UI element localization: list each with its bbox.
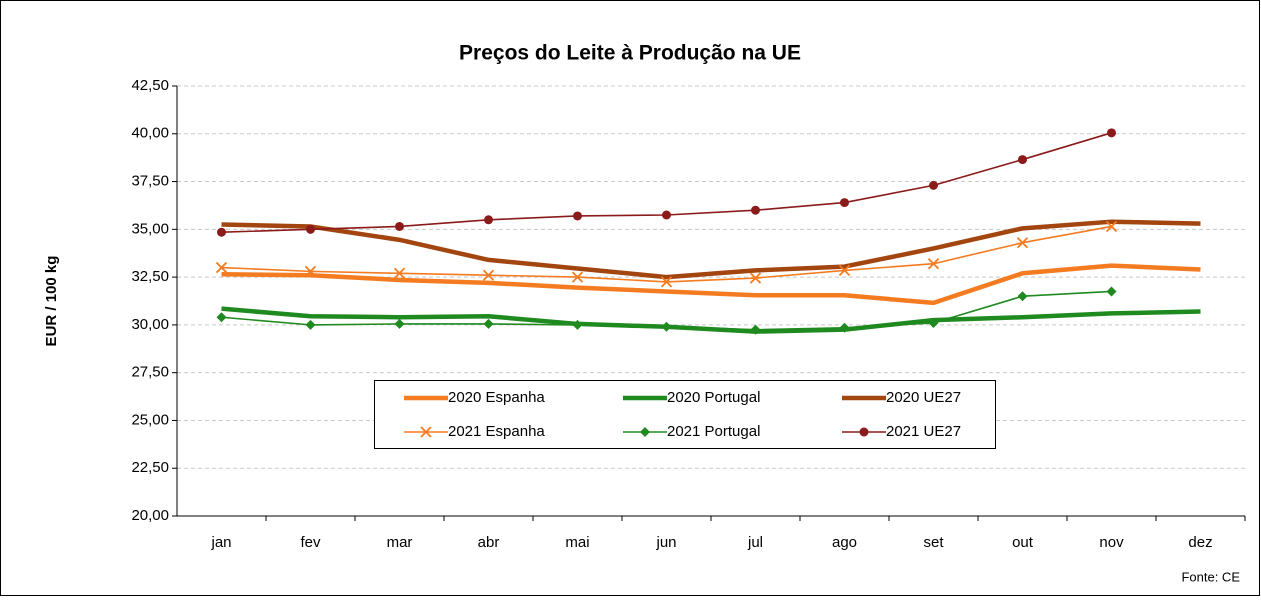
data-point [928,317,939,328]
y-tick-label: 40,00 [131,125,169,142]
y-axis-label: EUR / 100 kg [43,256,60,347]
x-tick-label: mar [387,534,413,551]
x-tick-label: jul [747,534,763,551]
data-point [1105,220,1118,233]
legend-label: 2021 Portugal [667,423,760,440]
data-point [573,211,582,221]
x-tick-label: dez [1188,534,1212,551]
data-point [217,227,226,237]
data-point [1017,291,1028,302]
data-point [662,210,671,220]
x-tick-label: out [1012,534,1034,551]
legend-label: 2021 Espanha [448,423,545,440]
y-tick-label: 30,00 [131,316,169,333]
data-point [571,271,584,283]
data-point [661,321,672,332]
legend-marker [859,427,869,437]
data-point [482,269,495,281]
series-line [221,263,1201,306]
x-tick-label: nov [1099,534,1124,551]
data-point [305,319,316,330]
data-point [484,215,493,225]
data-point [572,319,583,330]
data-point [750,324,761,335]
legend-marker [420,426,432,438]
series-line [221,219,1201,280]
data-point [395,221,404,231]
data-point [483,318,494,329]
legend-label: 2020 UE27 [886,389,961,406]
y-tick-label: 20,00 [131,507,169,524]
data-point [840,198,849,208]
source-note: Fonte: CE [1181,569,1240,584]
chart-title: Preços do Leite à Produção na UE [459,42,801,65]
data-point [1107,128,1116,138]
x-tick-label: jan [210,534,231,551]
y-tick-label: 42,50 [131,77,169,94]
data-point [1106,286,1117,297]
data-point [839,322,850,333]
data-point [929,180,938,190]
y-tick-label: 37,50 [131,173,169,190]
y-tick-label: 27,50 [131,364,169,381]
legend-label: 2020 Espanha [448,389,545,406]
data-point [660,276,673,288]
data-point [306,224,315,234]
legend-label: 2020 Portugal [667,389,760,406]
data-point [215,261,228,274]
data-point [838,264,851,277]
legend-label: 2021 UE27 [886,423,961,440]
legend-marker [640,427,650,437]
data-point [393,267,406,279]
x-tick-label: set [923,534,944,551]
y-tick-label: 32,50 [131,268,169,285]
data-point [749,272,762,284]
data-point [216,312,227,323]
y-tick-label: 22,50 [131,459,169,476]
legend-box [374,380,996,449]
x-tick-label: jun [655,534,676,551]
data-point [1018,155,1027,165]
x-tick-label: ago [832,534,857,551]
y-tick-label: 25,00 [131,411,169,428]
x-tick-label: fev [300,534,321,551]
data-point [751,205,760,215]
data-point [304,265,317,278]
y-tick-label: 35,00 [131,220,169,237]
data-point [394,318,405,329]
data-point [1016,237,1029,249]
x-tick-label: abr [478,534,500,551]
x-tick-label: mai [565,534,589,551]
series-line [221,306,1201,334]
data-point [927,258,940,270]
